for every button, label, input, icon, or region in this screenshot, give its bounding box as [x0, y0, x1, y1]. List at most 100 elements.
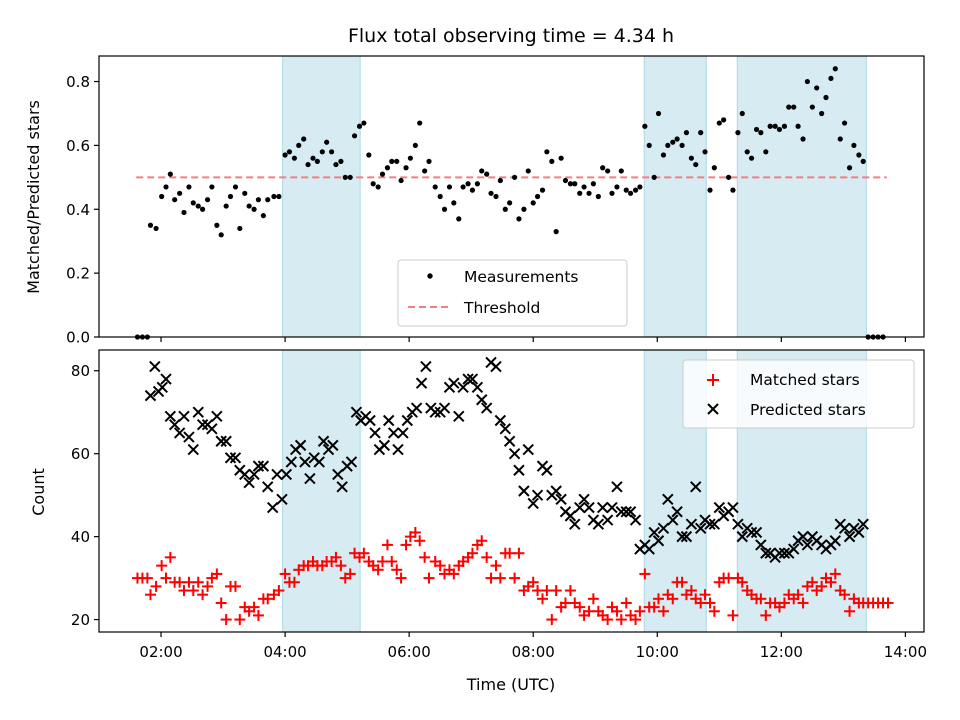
predicted-star-point	[252, 460, 265, 472]
measurement-point	[227, 193, 234, 200]
matched-star-point	[708, 605, 720, 617]
measurement-point	[361, 120, 367, 126]
y-tick-label: 0.0	[66, 329, 90, 347]
measurement-point	[214, 222, 220, 228]
measurement-point	[223, 203, 229, 209]
predicted-star-point	[732, 518, 744, 530]
matched-star-point	[513, 547, 525, 559]
predicted-star-point	[778, 547, 791, 559]
measurement-point	[324, 139, 330, 145]
predicted-star-point	[350, 406, 363, 418]
top-legend-box	[397, 259, 628, 327]
matched-star-point	[358, 547, 370, 559]
measurement-point	[525, 168, 531, 174]
observing-window-shading	[282, 55, 867, 338]
measurement-point	[497, 177, 503, 184]
matched-star-point	[183, 576, 195, 588]
predicted-star-point	[788, 543, 800, 555]
predicted-star-point	[299, 456, 311, 468]
matched-star-point	[620, 597, 632, 609]
observing-window-band	[736, 55, 867, 338]
measurement-point	[698, 130, 704, 136]
measurement-point	[842, 120, 848, 126]
matched-star-point	[792, 589, 804, 601]
predicted-star-point	[401, 414, 413, 427]
x-tick-label: 14:00	[884, 643, 927, 661]
matched-star-point	[806, 576, 818, 588]
predicted-star-point	[206, 423, 218, 435]
measurement-point	[791, 104, 797, 110]
matched-star-point	[466, 547, 478, 559]
predicted-star-point	[843, 530, 856, 543]
predicted-star-point	[471, 381, 484, 394]
matched-star-point	[252, 609, 264, 621]
matched-star-point	[141, 572, 153, 584]
matched-star-point	[144, 589, 156, 601]
measurement-point	[255, 197, 262, 203]
measurement-point	[432, 184, 438, 190]
predicted-star-point	[838, 522, 851, 535]
measurement-point	[642, 123, 648, 129]
measurement-point	[437, 193, 443, 200]
x-axis-label: Time (UTC)	[466, 675, 555, 694]
predicted-star-point	[518, 485, 530, 497]
measurement-point	[451, 200, 457, 206]
predicted-star-point	[657, 522, 670, 535]
predicted-star-point	[550, 485, 562, 497]
matched-star-point	[509, 572, 521, 584]
predicted-star-point	[704, 518, 716, 530]
measurement-point	[163, 184, 169, 190]
measurement-point	[544, 149, 550, 155]
x-tick-label: 02:00	[139, 643, 182, 661]
predicted-star-point	[736, 530, 748, 543]
predicted-star-point	[420, 360, 432, 373]
top-x-ticks	[160, 337, 906, 342]
ratio-panel: Flux total observing time = 4.34 h 0.00.…	[24, 25, 925, 347]
matched-star-point	[192, 576, 204, 588]
y-tick-label: 0.4	[66, 201, 90, 219]
measurement-point	[276, 193, 282, 200]
measurement-point	[707, 187, 713, 193]
measurement-point	[721, 117, 727, 123]
matched-star-point	[727, 609, 739, 621]
measurement-point	[190, 200, 196, 206]
bottom-x-ticks: 02:00 04:00 06:00 08:00 10:00 12:00 14:00	[139, 632, 927, 661]
predicted-star-point	[262, 481, 274, 493]
predicted-star-point	[578, 493, 590, 506]
measurement-point	[809, 104, 815, 110]
measurement-point	[600, 165, 606, 171]
measurement-point	[679, 142, 685, 149]
measurement-point	[153, 225, 159, 232]
measurement-point	[305, 161, 311, 168]
matched-star-point	[816, 580, 828, 592]
legend-predicted-label: Predicted stars	[750, 401, 866, 419]
matched-star-point	[197, 589, 209, 601]
predicted-star-point	[624, 506, 637, 518]
measurement-point	[814, 85, 820, 91]
matched-star-point	[574, 601, 586, 613]
measurement-point	[767, 123, 773, 129]
x-tick-label: 04:00	[263, 643, 306, 661]
predicted-star-point	[620, 506, 632, 518]
matched-star-point	[279, 568, 291, 580]
predicted-star-point	[694, 522, 707, 535]
measurement-point	[651, 174, 657, 180]
predicted-star-point	[662, 493, 674, 506]
x-tick-label: 06:00	[388, 643, 431, 661]
measurement-point	[237, 225, 243, 232]
measurement-point	[282, 152, 288, 158]
measurement-point	[172, 197, 178, 203]
measurement-point	[595, 193, 601, 200]
predicted-star-point	[392, 443, 404, 456]
measurement-point	[856, 152, 862, 158]
matched-star-point	[178, 585, 190, 597]
measurement-point	[572, 181, 578, 187]
matched-star-point	[490, 560, 502, 572]
matched-star-point	[187, 585, 199, 597]
predicted-star-point	[476, 394, 488, 406]
predicted-star-point	[713, 501, 726, 514]
predicted-star-point	[615, 506, 628, 518]
measurement-point	[199, 206, 206, 212]
x-tick-label: 12:00	[760, 643, 803, 661]
measurement-point	[195, 203, 201, 209]
